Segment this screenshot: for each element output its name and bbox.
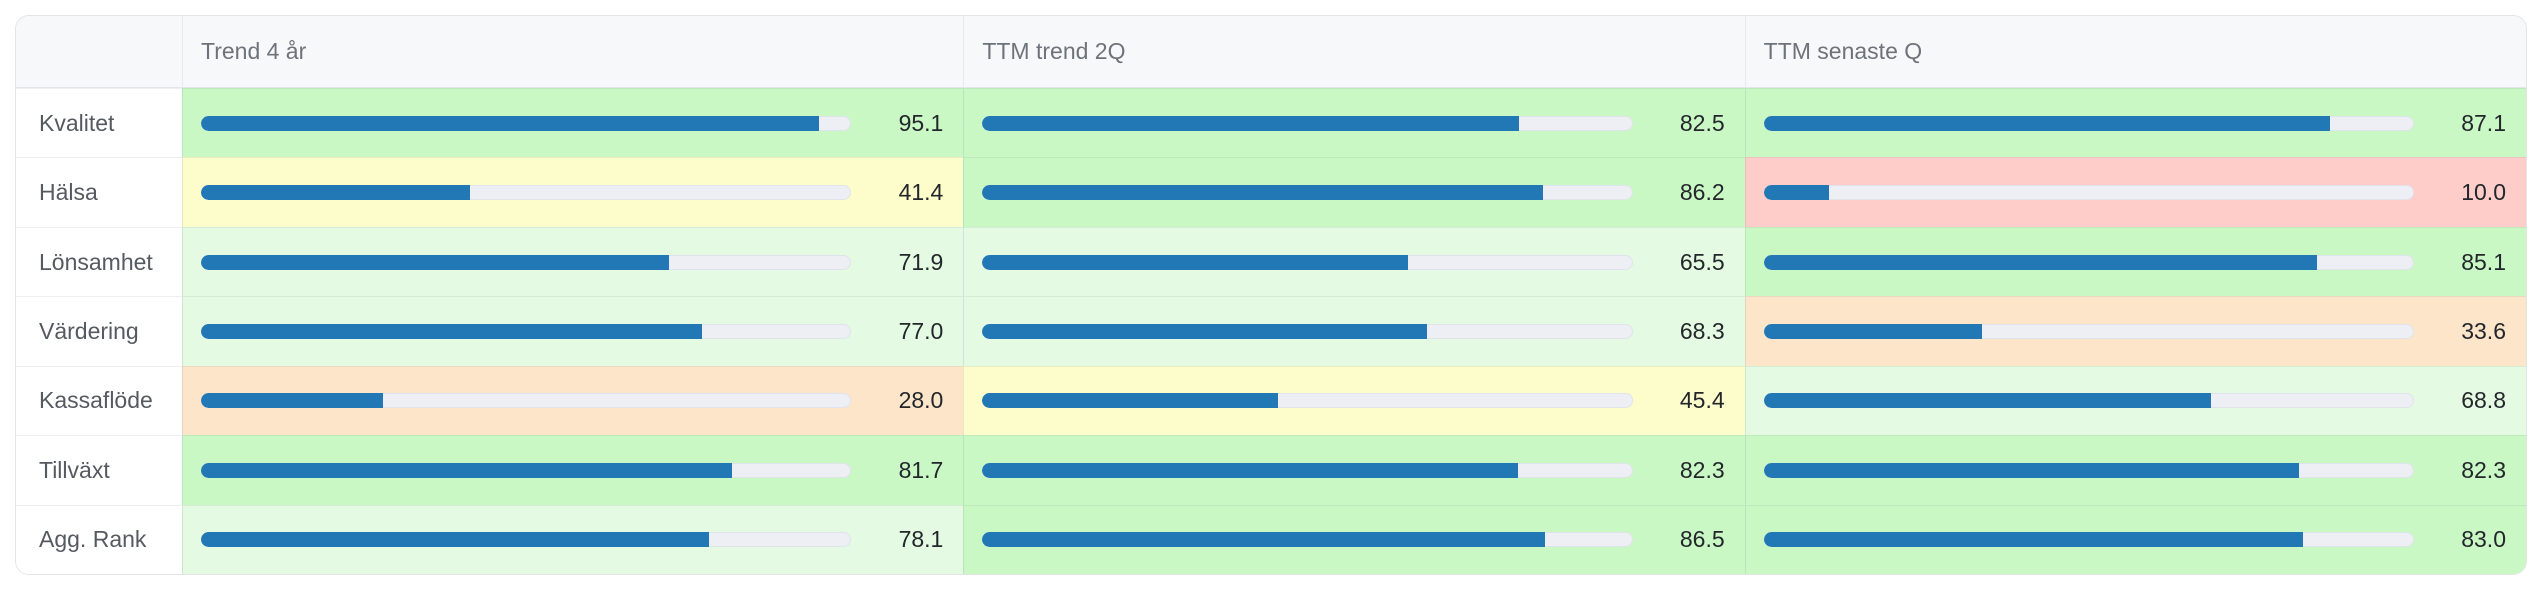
bar-fill <box>201 462 733 478</box>
table-cell: 85.1 <box>1744 226 2526 297</box>
bar-track <box>982 393 1633 409</box>
bar-fill <box>982 462 1518 478</box>
table-cell: 82.3 <box>963 435 1745 505</box>
column-header-ttm-senaste-q: TTM senaste Q <box>1744 16 2526 88</box>
table-cell: 83.0 <box>1744 504 2526 574</box>
bar-fill <box>1763 532 2304 548</box>
bar-fill <box>982 323 1427 339</box>
cell-value: 71.9 <box>898 248 944 275</box>
cell-value: 41.4 <box>898 179 944 206</box>
table-cell: 86.5 <box>963 504 1745 574</box>
cell-value: 81.7 <box>898 456 944 483</box>
bar-track <box>1763 323 2414 339</box>
bar-track <box>1763 115 2414 131</box>
bar-track <box>201 115 852 131</box>
bar-fill <box>982 254 1409 270</box>
table-cell: 77.0 <box>182 296 964 366</box>
bar-fill <box>201 393 384 409</box>
cell-value: 87.1 <box>2461 109 2506 136</box>
row-label-lonsamhet: Lönsamhet <box>16 226 182 297</box>
table-cell: 86.2 <box>963 157 1745 227</box>
cell-value: 82.3 <box>1679 456 1725 483</box>
score-table: Trend 4 år TTM trend 2Q TTM senaste Q Kv… <box>15 15 2527 575</box>
table-cell: 78.1 <box>182 504 964 574</box>
bar-fill <box>1763 185 1829 201</box>
table-cell: 65.5 <box>963 226 1745 297</box>
bar-track <box>1763 185 2414 201</box>
bar-fill <box>1763 254 2318 270</box>
bar-track <box>982 462 1633 478</box>
bar-fill <box>982 532 1545 548</box>
bar-fill <box>1763 115 2331 131</box>
cell-value: 65.5 <box>1679 248 1725 275</box>
bar-track <box>201 323 852 339</box>
row-label-agg-rank: Agg. Rank <box>16 504 182 574</box>
row-label-kvalitet: Kvalitet <box>16 88 182 158</box>
cell-value: 86.5 <box>1679 526 1725 553</box>
cell-value: 10.0 <box>2461 179 2506 206</box>
cell-value: 95.1 <box>898 109 944 136</box>
bar-fill <box>1763 323 1983 339</box>
bar-track <box>1763 254 2414 270</box>
row-label-vardering: Värdering <box>16 296 182 366</box>
bar-track <box>201 254 852 270</box>
table-cell: 87.1 <box>1744 88 2526 158</box>
bar-track <box>201 393 852 409</box>
table-cell: 45.4 <box>963 365 1745 436</box>
column-header-ttm-trend-2q: TTM trend 2Q <box>963 16 1745 88</box>
table-cell: 81.7 <box>182 435 964 505</box>
bar-track <box>982 323 1633 339</box>
bar-fill <box>982 393 1278 409</box>
cell-value: 86.2 <box>1679 179 1725 206</box>
cell-value: 33.6 <box>2461 317 2506 344</box>
row-label-tillvaxt: Tillväxt <box>16 435 182 505</box>
bar-fill <box>201 254 669 270</box>
table-cell: 68.8 <box>1744 365 2526 436</box>
cell-value: 28.0 <box>898 387 944 414</box>
column-header-trend-4ar: Trend 4 år <box>182 16 964 88</box>
cell-value: 78.1 <box>898 526 944 553</box>
row-label-halsa: Hälsa <box>16 157 182 227</box>
table-cell: 82.3 <box>1744 435 2526 505</box>
bar-fill <box>1763 462 2299 478</box>
cell-value: 45.4 <box>1679 387 1725 414</box>
row-label-kassaflode: Kassaflöde <box>16 365 182 436</box>
bar-track <box>982 254 1633 270</box>
bar-fill <box>201 115 820 131</box>
bar-track <box>1763 462 2414 478</box>
cell-value: 77.0 <box>898 317 944 344</box>
bar-track <box>201 185 852 201</box>
bar-fill <box>201 185 471 201</box>
table-cell: 82.5 <box>963 88 1745 158</box>
bar-fill <box>982 185 1543 201</box>
bar-track <box>982 185 1633 201</box>
bar-fill <box>982 115 1519 131</box>
table-cell: 28.0 <box>182 365 964 436</box>
cell-value: 82.3 <box>2461 456 2506 483</box>
cell-value: 83.0 <box>2461 526 2506 553</box>
table-cell: 41.4 <box>182 157 964 227</box>
cell-value: 82.5 <box>1679 109 1725 136</box>
table-cell: 68.3 <box>963 296 1745 366</box>
table-cell: 95.1 <box>182 88 964 158</box>
bar-fill <box>201 323 702 339</box>
corner-cell <box>16 16 182 88</box>
cell-value: 68.3 <box>1679 317 1725 344</box>
bar-track <box>982 115 1633 131</box>
table-cell: 10.0 <box>1744 157 2526 227</box>
bar-track <box>201 532 852 548</box>
cell-value: 85.1 <box>2461 248 2506 275</box>
bar-track <box>982 532 1633 548</box>
bar-track <box>1763 393 2414 409</box>
bar-fill <box>201 532 709 548</box>
table-cell: 33.6 <box>1744 296 2526 366</box>
bar-track <box>1763 532 2414 548</box>
cell-value: 68.8 <box>2461 387 2506 414</box>
bar-fill <box>1763 393 2212 409</box>
bar-track <box>201 462 852 478</box>
table-cell: 71.9 <box>182 226 964 297</box>
